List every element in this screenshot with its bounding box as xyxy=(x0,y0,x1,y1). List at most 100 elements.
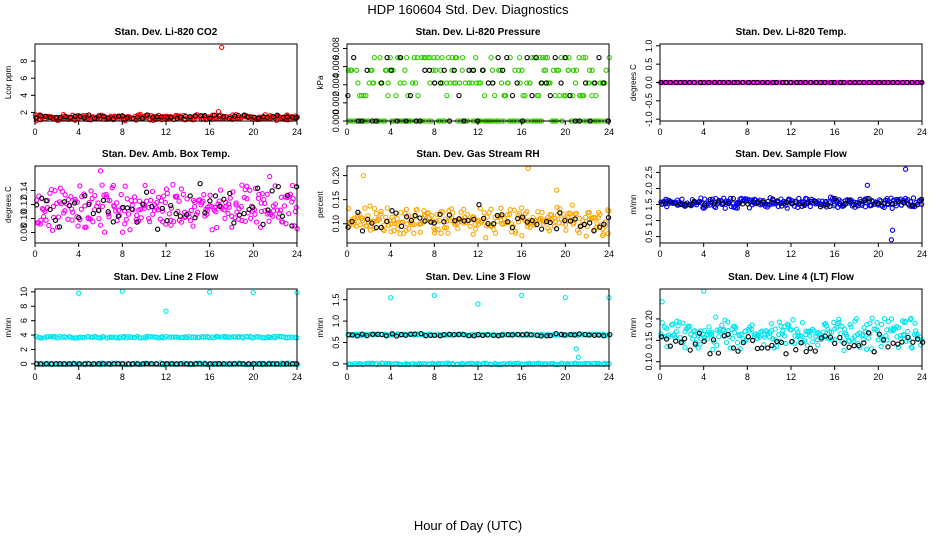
data-point xyxy=(219,44,225,51)
data-point xyxy=(547,219,553,226)
data-point xyxy=(465,217,471,224)
data-point xyxy=(192,113,199,119)
x-tick-label: 4 xyxy=(76,249,81,259)
data-point xyxy=(412,331,418,337)
data-point xyxy=(820,329,826,335)
data-point xyxy=(828,79,834,86)
data-point xyxy=(601,80,607,86)
data-point xyxy=(437,80,444,86)
data-point xyxy=(488,54,494,61)
data-point xyxy=(209,203,215,210)
data-point xyxy=(122,221,128,227)
data-point xyxy=(586,67,593,73)
data-point xyxy=(856,342,862,349)
data-point xyxy=(803,348,809,355)
data-point xyxy=(365,213,371,219)
data-point xyxy=(492,230,499,236)
data-point xyxy=(710,337,717,343)
x-tick-label: 20 xyxy=(248,127,258,137)
data-point xyxy=(443,224,450,231)
data-point xyxy=(667,343,673,349)
data-point xyxy=(134,212,140,218)
data-point xyxy=(772,326,778,332)
data-point xyxy=(745,201,751,207)
data-point xyxy=(836,319,842,325)
data-point xyxy=(123,216,129,223)
data-point xyxy=(888,237,895,243)
data-point xyxy=(596,332,602,338)
data-point xyxy=(378,211,384,217)
data-point xyxy=(239,182,245,188)
y-tick-label: 0.10 xyxy=(19,210,29,228)
data-point xyxy=(780,79,786,86)
data-point xyxy=(390,67,396,73)
data-point xyxy=(832,340,838,347)
data-point xyxy=(393,210,399,216)
y-tick-label: 0.15 xyxy=(331,191,341,209)
data-point xyxy=(558,80,564,86)
data-point xyxy=(745,79,752,86)
data-point xyxy=(592,215,599,221)
panel-title: Stan. Dev. Li-820 CO2 xyxy=(115,27,218,38)
data-point xyxy=(461,206,467,213)
data-point xyxy=(749,322,755,328)
data-point xyxy=(423,333,429,339)
panel-title: Stan. Dev. Line 4 (LT) Flow xyxy=(728,272,854,283)
data-point xyxy=(281,203,288,209)
data-point xyxy=(277,207,284,213)
data-point xyxy=(740,339,746,346)
data-point xyxy=(539,209,545,216)
x-tick-label: 16 xyxy=(205,372,215,382)
x-ticks: 0 4 8 12 16 20 24 xyxy=(657,366,927,382)
data-point xyxy=(497,67,503,73)
data-point xyxy=(403,206,410,213)
panel-3: Stan. Dev. Li-820 Temp. degrees C 0 4 8 12 16 2… xyxy=(629,27,927,137)
data-point xyxy=(597,211,603,218)
data-point xyxy=(77,183,83,189)
x-tick-label: 20 xyxy=(560,372,570,382)
data-points xyxy=(345,54,612,124)
data-point xyxy=(781,333,788,339)
data-point xyxy=(769,336,776,342)
data-point xyxy=(168,202,174,209)
data-point xyxy=(515,219,522,225)
x-tick-label: 24 xyxy=(917,127,927,137)
x-tick-label: 8 xyxy=(432,127,437,137)
data-point xyxy=(727,195,734,202)
plot-frame xyxy=(34,43,298,122)
data-point xyxy=(663,325,670,332)
data-point xyxy=(554,204,560,211)
data-point xyxy=(580,92,587,99)
data-point xyxy=(915,201,921,208)
data-point xyxy=(498,80,505,86)
data-point xyxy=(412,80,419,86)
y-tick-label: -1.0 xyxy=(644,111,654,127)
data-points xyxy=(658,166,925,243)
data-point xyxy=(596,54,602,61)
x-tick-label: 4 xyxy=(388,372,393,382)
data-point xyxy=(71,200,78,206)
data-point xyxy=(161,193,167,199)
x-tick-label: 8 xyxy=(120,249,125,259)
data-point xyxy=(729,335,736,342)
data-point xyxy=(174,193,180,199)
x-tick-label: 8 xyxy=(745,249,750,259)
x-axis-label: Hour of Day (UTC) xyxy=(414,518,522,533)
data-point xyxy=(250,204,256,210)
data-point xyxy=(366,331,373,337)
data-points xyxy=(345,165,612,241)
data-point xyxy=(516,67,522,73)
data-point xyxy=(266,334,272,341)
data-point xyxy=(884,337,890,343)
data-point xyxy=(59,188,66,195)
data-point xyxy=(485,80,492,86)
data-point xyxy=(241,210,247,217)
data-point xyxy=(844,333,850,340)
data-point xyxy=(385,92,391,99)
data-point xyxy=(267,173,273,180)
data-point xyxy=(402,332,409,338)
data-point xyxy=(384,205,391,211)
data-point xyxy=(264,114,270,120)
data-point xyxy=(164,114,170,120)
